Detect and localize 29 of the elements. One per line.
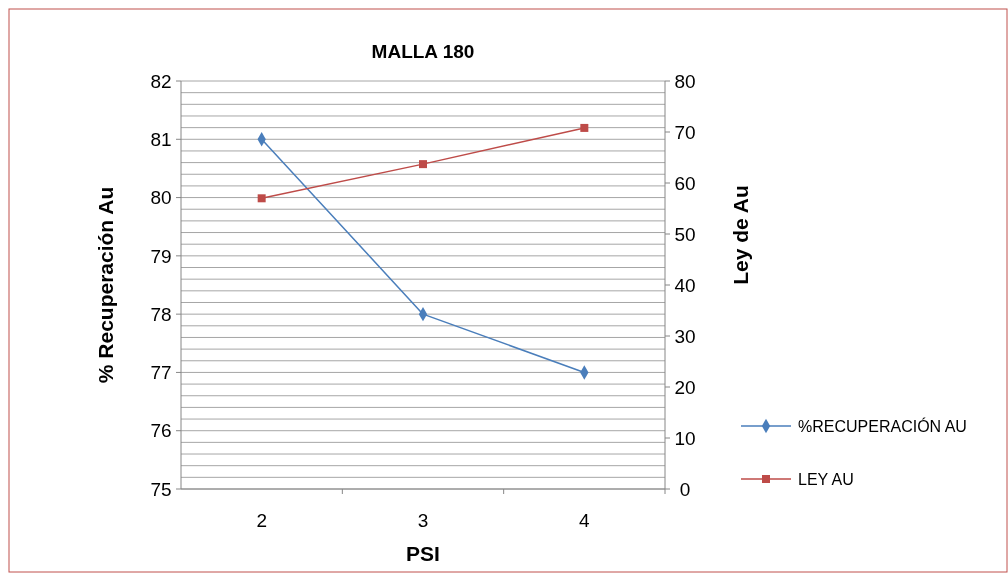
x-axis-title: PSI (406, 542, 440, 565)
y2-tick-label: 70 (674, 121, 696, 143)
legend-label: %RECUPERACIÓN AU (798, 416, 967, 435)
y2-tick-label: 50 (674, 223, 696, 245)
y-tick-label: 76 (150, 420, 172, 442)
y-tick-label: 79 (150, 245, 172, 267)
y2-tick-label: 0 (679, 478, 691, 500)
y2-tick-label: 40 (674, 274, 696, 296)
x-tick-label: 3 (417, 510, 429, 531)
y-tick-label: 75 (150, 478, 172, 500)
y-tick-label: 78 (150, 303, 172, 325)
point (419, 160, 427, 169)
x-tick-label: 4 (579, 510, 591, 531)
point (580, 123, 589, 132)
y-tick-label: 82 (150, 70, 172, 92)
y2-axis-title: Ley de Au (729, 185, 752, 285)
legend-label: LEY AU (798, 470, 854, 488)
y2-tick-label: 30 (674, 325, 696, 347)
x-tick-label: 2 (256, 510, 267, 531)
point (257, 194, 266, 203)
y-tick-label: 81 (150, 128, 172, 150)
y-tick-label: 77 (150, 362, 172, 384)
y2-tick-label: 60 (674, 172, 696, 194)
y-axis-title: % Recuperación Au (94, 186, 117, 384)
y2-tick-label: 80 (674, 70, 696, 92)
y2-tick-label: 20 (674, 376, 696, 398)
chart-title: MALLA 180 (371, 41, 475, 62)
y2-tick-label: 10 (674, 427, 696, 449)
y-tick-label: 80 (150, 187, 172, 209)
